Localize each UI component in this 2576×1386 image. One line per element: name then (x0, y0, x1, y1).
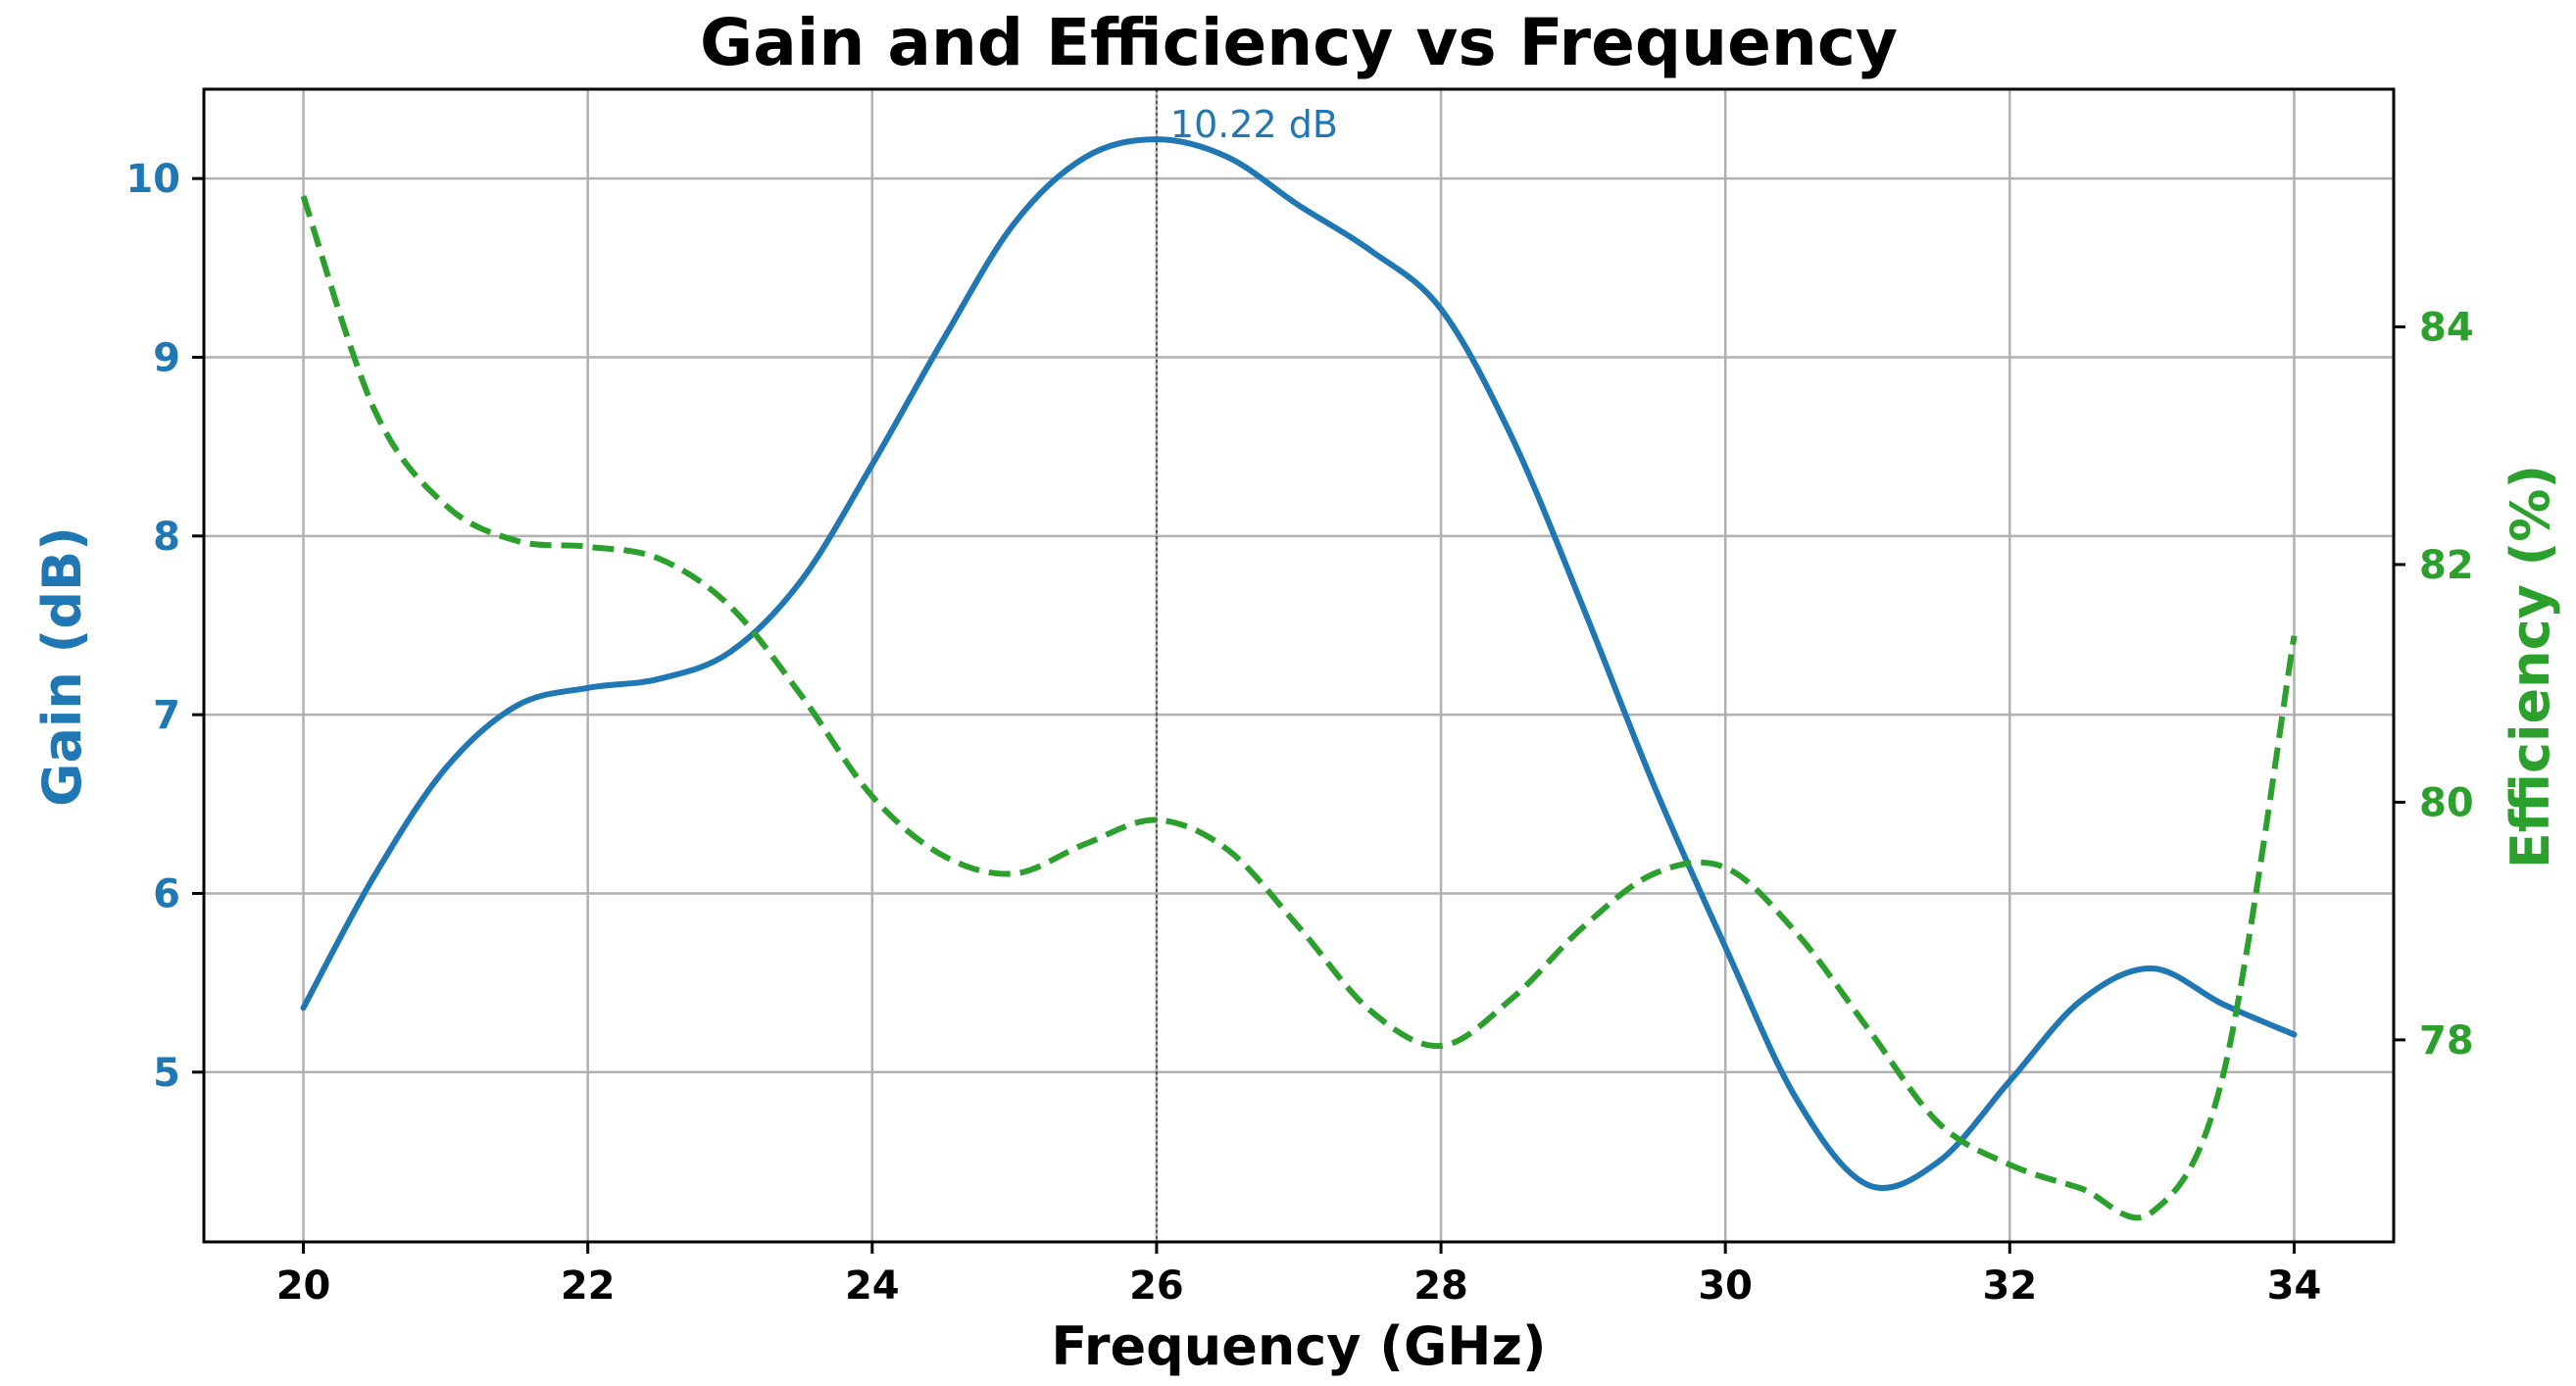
y-left-tick-label: 9 (153, 335, 180, 380)
y-left-tick-label: 7 (153, 693, 180, 738)
y-left-tick-label: 10 (125, 157, 180, 202)
x-tick-label: 32 (1982, 1263, 2037, 1309)
x-tick-label: 22 (561, 1263, 616, 1309)
chart-title: Gain and Efficiency vs Frequency (700, 5, 1898, 80)
plot-frame (202, 87, 2396, 1244)
y-left-tick-label: 5 (153, 1051, 180, 1096)
grid-layer (204, 89, 2394, 1242)
efficiency-series-line (300, 195, 2298, 1221)
x-tick-label: 30 (1698, 1263, 1753, 1309)
y-right-tick-label: 84 (2419, 305, 2474, 350)
x-tick-label: 20 (276, 1263, 331, 1309)
gain-series-line (300, 136, 2298, 1191)
series-layer (300, 136, 2298, 1221)
y-right-tick-label: 80 (2419, 780, 2474, 825)
y-axis-right-label: Efficiency (%) (2500, 465, 2561, 868)
annotation-layer: 10.22 dB (1170, 103, 1338, 146)
y-right-tick-label: 82 (2419, 543, 2474, 588)
x-tick-label: 28 (1413, 1263, 1468, 1309)
y-right-tick-label: 78 (2419, 1018, 2474, 1064)
y-left-tick-label: 8 (153, 515, 180, 560)
x-tick-label: 34 (2267, 1263, 2322, 1309)
x-tick-label: 24 (845, 1263, 900, 1309)
y-axis-left-label: Gain (dB) (31, 526, 93, 807)
x-tick-label: 26 (1129, 1263, 1184, 1309)
peak-annotation: 10.22 dB (1170, 103, 1338, 146)
y-left-tick-label: 6 (153, 871, 180, 916)
x-axis-label: Frequency (GHz) (1051, 1315, 1546, 1377)
